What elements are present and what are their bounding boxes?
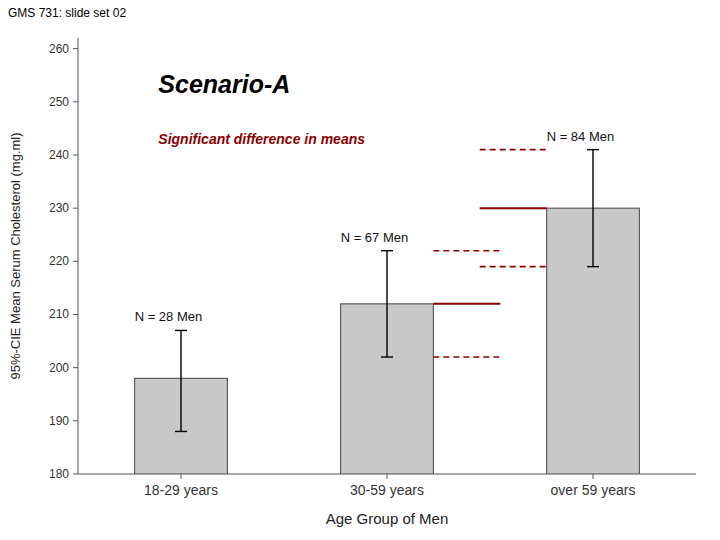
y-tick — [73, 314, 78, 315]
mean-reference-line — [433, 303, 500, 305]
y-tick — [73, 261, 78, 262]
y-axis-label: 95%-CIE Mean Serum Cholesterol (mg.ml) — [8, 132, 23, 379]
annotations: N = 28 Men N = 67 Men N = 84 Men — [135, 129, 615, 325]
suptitle: GMS 731: slide set 02 — [8, 6, 126, 20]
subtitle: Significant difference in means — [158, 131, 365, 147]
y-tick — [73, 474, 78, 475]
y-tick — [73, 48, 78, 49]
x-axis: 18-29 years 30-59 years over 59 years Age G… — [78, 474, 696, 527]
y-tick-label: 260 — [49, 42, 69, 56]
x-tick-label: over 59 years — [551, 482, 636, 498]
y-axis: 180 190 200 210 220 230 240 250 260 95%-CIE Mean … — [8, 38, 78, 481]
error-bar — [175, 330, 187, 431]
y-tick-label: 200 — [49, 361, 69, 375]
error-bar — [587, 150, 599, 267]
error-bar-cap — [175, 330, 187, 331]
error-bar-cap — [587, 149, 599, 150]
error-bar-cap — [381, 356, 393, 357]
x-tick — [181, 474, 182, 479]
error-bar-stem — [180, 330, 181, 431]
y-tick — [73, 208, 78, 209]
annotation: N = 67 Men — [341, 230, 409, 245]
y-tick — [73, 154, 78, 155]
chart: 180 190 200 210 220 230 240 250 260 95%-CIE Mean … — [0, 0, 720, 540]
y-tick-label: 240 — [49, 148, 69, 162]
x-tick-label: 30-59 years — [350, 482, 424, 498]
y-tick-label: 230 — [49, 201, 69, 215]
y-tick-label: 190 — [49, 414, 69, 428]
y-tick-label: 250 — [49, 95, 69, 109]
y-tick-label: 220 — [49, 254, 69, 268]
x-tick-label: 18-29 years — [144, 482, 218, 498]
annotation: N = 84 Men — [547, 129, 615, 144]
plot-area — [135, 150, 640, 474]
x-tick — [593, 474, 594, 479]
y-axis-line — [78, 38, 79, 474]
y-tick-label: 210 — [49, 307, 69, 321]
error-bar-cap — [381, 250, 393, 251]
y-tick — [73, 420, 78, 421]
y-tick — [73, 367, 78, 368]
ci-reference-line — [480, 266, 547, 268]
error-bar-stem — [592, 150, 593, 267]
ci-reference-line — [433, 250, 500, 252]
comparison-lines — [433, 150, 546, 357]
error-bar-stem — [386, 251, 387, 357]
title: Scenario-A — [158, 70, 290, 98]
annotation: N = 28 Men — [135, 309, 203, 324]
ci-reference-line — [480, 149, 547, 151]
error-bar-cap — [175, 431, 187, 432]
ci-reference-line — [433, 356, 500, 358]
mean-reference-line — [480, 207, 547, 209]
x-axis-label: Age Group of Men — [326, 510, 449, 527]
error-bar — [381, 251, 393, 357]
y-tick-label: 180 — [49, 467, 69, 481]
x-tick — [387, 474, 388, 479]
error-bar-cap — [587, 266, 599, 267]
y-tick — [73, 101, 78, 102]
